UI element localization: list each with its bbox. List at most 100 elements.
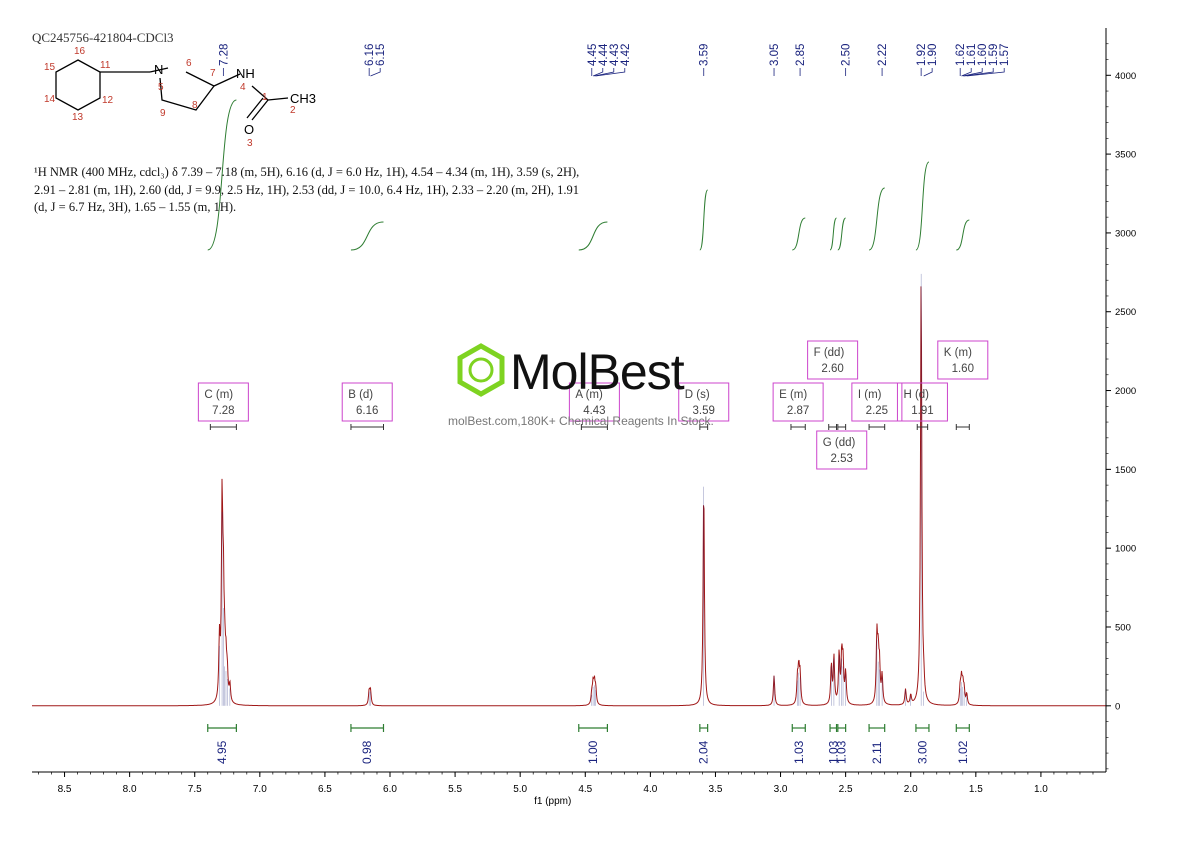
y-tick-label: 500 [1115, 622, 1131, 633]
integral-curve [956, 219, 970, 251]
multiplet-shift: 7.28 [212, 405, 234, 417]
multiplet-label: H (d) [903, 389, 929, 401]
atom-number: 9 [160, 108, 166, 119]
integral-value: 2.04 [697, 740, 711, 764]
atom-number: 7 [210, 68, 216, 79]
multiplet-label: K (m) [944, 347, 972, 359]
peak-label: 1.92 [916, 44, 928, 66]
multiplet-label: G (dd) [823, 437, 856, 449]
x-tick-label: 3.0 [774, 784, 788, 795]
nmr-description: ¹H NMR (400 MHz, cdcl₃) δ 7.39 – 7.18 (m… [34, 165, 580, 214]
peak-label: 4.43 [609, 44, 621, 66]
multiplet-shift: 3.59 [693, 405, 715, 417]
x-tick-label: 8.0 [123, 784, 137, 795]
peak-label-connector [592, 68, 604, 77]
x-tick-label: 6.0 [383, 784, 397, 795]
peak-label-layer: 7.28 6.16 6.15 4.45 4.44 4.43 4.42 3.59 3.05 2.85… [218, 43, 1011, 77]
multiplet-box [197, 382, 249, 422]
multiplet-shift: 2.53 [831, 453, 853, 465]
molecule-structure [55, 59, 289, 121]
peak-label-connector [923, 68, 933, 77]
watermark-brand: MolBest [510, 344, 685, 400]
bond [251, 85, 269, 101]
multiplet-box [772, 382, 824, 422]
peak-label: 1.57 [999, 44, 1011, 66]
multiplet-layer: C (m) 7.28 B (d) 6.16 A (m) 4.43 D (s) 3.59 E (m… [197, 340, 989, 470]
integral-curve [792, 217, 806, 251]
nh-label: NH [236, 66, 255, 81]
multiplet-label: A (m) [575, 389, 603, 401]
integral-curve-layer [207, 99, 970, 251]
o-label: O [244, 122, 254, 137]
atom-number: 2 [290, 105, 296, 116]
multiplet-label: B (d) [348, 389, 373, 401]
multiplet-shift: 4.43 [583, 405, 605, 417]
integral-curve [350, 221, 384, 251]
x-tick-label: 6.5 [318, 784, 332, 795]
bond [267, 97, 289, 101]
atom-number: 8 [192, 100, 198, 111]
peak-label: 6.16 [364, 44, 376, 66]
x-tick-label: 2.5 [839, 784, 853, 795]
atom-number: 16 [74, 46, 86, 57]
molecule-labels: NH N CH3 O 1 2 3 4 5 6 7 8 9 11 12 13 14… [44, 46, 316, 149]
peak-label: 1.60 [977, 44, 989, 66]
integral-curve [915, 161, 930, 251]
multiplet-shift: 1.91 [911, 405, 933, 417]
multiplet-label: D (s) [685, 389, 710, 401]
peak-label-connector [961, 68, 972, 77]
bond [246, 97, 264, 119]
peak-label: 1.59 [988, 44, 1000, 66]
multiplet-box [851, 382, 903, 422]
multiplet-box [341, 382, 393, 422]
x-tick-label: 1.5 [969, 784, 983, 795]
atom-number: 5 [158, 82, 164, 93]
integral-value: 1.02 [956, 740, 970, 764]
pyrrolidine-ring [159, 71, 215, 111]
y-axis: 4000 3500 3000 2500 2000 1500 1000 500 0 [1105, 28, 1136, 772]
watermark-tagline: molBest.com,180K+ Chemical Reagents In S… [448, 414, 714, 428]
multiplet-shift: 2.25 [866, 405, 888, 417]
integral-value: 1.03 [835, 740, 849, 764]
x-tick-label: 2.0 [904, 784, 918, 795]
integral-curve [837, 217, 847, 251]
spectrum-trace [32, 286, 1106, 707]
x-tick-label: 4.0 [643, 784, 657, 795]
peak-label-connector [594, 68, 615, 77]
integral-value: 4.95 [215, 740, 229, 764]
multiplet-box [896, 382, 948, 422]
atom-number: 14 [44, 94, 56, 105]
x-tick-label: 7.0 [253, 784, 267, 795]
bond [213, 73, 241, 87]
x-tick-label: 1.0 [1034, 784, 1048, 795]
peak-label: 4.42 [620, 44, 632, 66]
atom-number: 11 [100, 60, 111, 71]
peak-label: 3.59 [699, 44, 711, 66]
integral-value: 2.11 [870, 741, 884, 764]
peak-label: 1.62 [955, 44, 967, 66]
x-tick-label: 8.5 [58, 784, 72, 795]
x-tick-label: 3.5 [709, 784, 723, 795]
peak-label: 2.50 [841, 44, 853, 66]
peak-label: 7.28 [218, 44, 230, 66]
x-tick-label: 5.0 [513, 784, 527, 795]
integral-curve [699, 189, 709, 251]
y-tick-label: 0 [1115, 701, 1120, 712]
x-axis-label: f1 (ppm) [534, 796, 571, 807]
bond [149, 67, 169, 73]
multiplet-box [678, 382, 730, 422]
benzene-ring [55, 59, 101, 111]
multiplet-shift: 1.60 [952, 363, 974, 375]
peak-label: 6.15 [375, 44, 387, 66]
y-tick-label: 1500 [1115, 465, 1136, 476]
peak-label-connector [370, 68, 381, 77]
peak-label: 2.22 [877, 44, 889, 66]
multiplet-shift: 6.16 [356, 405, 378, 417]
y-tick-label: 2000 [1115, 386, 1136, 397]
y-tick-label: 4000 [1115, 71, 1136, 82]
bond [251, 99, 269, 121]
atom-number: 4 [240, 82, 246, 93]
peak-label: 4.44 [598, 43, 610, 66]
integral-value: 3.00 [915, 740, 929, 764]
integral-layer: 4.95 0.98 1.00 2.04 1.03 1.031.03 2.11 3.00 1.02 [207, 724, 970, 764]
